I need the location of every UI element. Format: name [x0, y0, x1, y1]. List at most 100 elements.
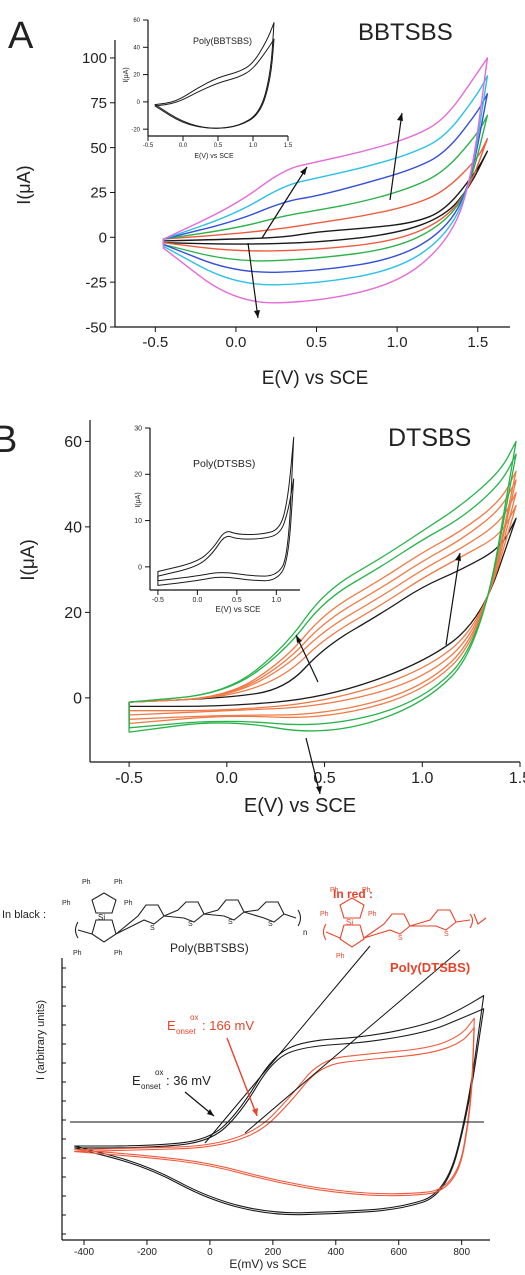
panel-c-x-tick-label: -200: [137, 1247, 157, 1258]
panel-a-x-axis-label: E(V) vs SCE: [262, 368, 369, 389]
panel-c-chart: -400 -200 0 200 400 600 800 I (arbitrary units…: [2, 879, 490, 1271]
panel-b-inset-title: Poly(DTSBS): [193, 458, 255, 470]
panel-a-y-tick-label: 25: [90, 185, 107, 202]
onset-red-sub: onset: [176, 1027, 196, 1036]
panel-b-cv-curve-1: [128, 517, 517, 708]
panel-b-cv-curve-3: [128, 492, 517, 716]
panel-a-inset-y-tick-label: 60: [133, 18, 140, 24]
panel-a-inset-y-tick-label: 20: [133, 73, 140, 79]
panel-b-inset: -0.5 0.0 0.5 1.0 0 10 20 30: [134, 425, 300, 604]
panel-b-plot-area: -0.5 0.0 0.5 1.0 1.5 0 20 40 60: [64, 420, 525, 787]
panel-b-x-tick-label: 0.0: [216, 770, 238, 787]
onset-black-sub: onset: [141, 1082, 161, 1091]
onset-black-e: E: [132, 1073, 141, 1088]
ph-red-3: Ph: [320, 911, 329, 918]
panel-b-inset-x-tick-label: 0.5: [232, 597, 242, 604]
panel-b-inset-x-tick-label: 1.0: [271, 597, 281, 604]
panel-a-inset: -0.5 0.0 0.5 1.0 1.5 -20 0 20 40 60: [131, 18, 293, 149]
panel-a-inset-x-tick-label: -0.5: [143, 143, 154, 149]
polymer-brackets-black: [74, 909, 302, 939]
onset-red-e: E: [167, 1018, 176, 1033]
panel-a-inset-x-tick-label: 1.0: [249, 143, 258, 149]
onset-red-value: : 166 mV: [202, 1018, 254, 1033]
red-silole-bottom-ring: [339, 924, 365, 948]
atom-s-black-2: S: [188, 921, 193, 928]
red-silole-top-ring: [339, 897, 365, 919]
panel-a-arrow-oxidation-low: [261, 166, 308, 239]
panel-a-inset-y-label: I(μA): [123, 67, 130, 82]
panel-b-arrowhead-low-oxidation: [296, 635, 302, 643]
ph-black-6: Ph: [114, 950, 123, 957]
subscript-n: n: [303, 928, 307, 937]
panel-c-cv-curve-3: [74, 1017, 475, 1195]
silole-bottom-ring: [91, 919, 117, 943]
panel-b-cv-curve-7: [128, 440, 517, 733]
panel-a-cv-curve-1: [162, 150, 489, 245]
panel-a-label: A: [8, 15, 34, 57]
panel-a-x-tick-label: 1.0: [387, 334, 408, 351]
panel-a-y-tick-label: -50: [85, 319, 107, 336]
panel-a-inset-y-tick-label: 0: [137, 100, 141, 106]
panel-a-plot-area: -0.5 0.0 0.5 1.0 1.5 -50 -25 0 25 50 75 100: [82, 40, 510, 351]
panel-c-x-tick-label: 800: [453, 1247, 470, 1258]
panel-a-chart: A BBTSBS -0.5 0.0 0.5 1.0 1.5 -50 -25 0 25 50 75 10…: [8, 15, 510, 389]
panel-a-arrowhead-oxidation-low: [300, 167, 307, 175]
panel-b-x-tick-label: 0.5: [313, 770, 335, 787]
ph-red-2: Ph: [362, 887, 371, 894]
atom-s-black-3: S: [228, 919, 233, 926]
panel-a-cv-curve-5: [162, 75, 489, 286]
panel-b-arrowhead-reduction: [316, 786, 322, 794]
panel-b-y-axis-label: I(μA): [18, 539, 39, 581]
panel-b-inset-y-tick-label: 0: [138, 564, 142, 571]
panel-a-y-tick-label: 100: [82, 50, 107, 67]
legend-black-prefix: In black :: [2, 909, 46, 921]
panel-a-y-tick-label: 0: [99, 230, 107, 247]
panel-c-tangent-black: [204, 945, 371, 1144]
panel-c-x-tick-label: 200: [265, 1247, 282, 1258]
panel-b-x-tick-label: -0.5: [115, 770, 143, 787]
panel-b-cv-curve-2: [128, 504, 517, 712]
panel-b-label: B: [0, 419, 17, 461]
poly-bbtsbs-structure: In black : Si Ph Ph Ph Ph Ph Ph S S S S …: [2, 879, 307, 957]
onset-red-pointer: [226, 1037, 258, 1117]
panel-c-cv-curve-4: [74, 1027, 475, 1197]
panel-c-x-tick-label: -400: [74, 1247, 94, 1258]
ph-red-5: Ph: [336, 953, 345, 960]
panel-b-inset-y-tick-label: 10: [134, 518, 142, 525]
panel-b-arrow-reduction: [305, 737, 321, 795]
panel-a-y-tick-label: 50: [90, 140, 107, 157]
panel-a-inset-x-tick-label: 0.5: [214, 143, 223, 149]
panel-a-inset-x-tick-label: 0.0: [179, 143, 188, 149]
panel-c-cv-curve-2: [74, 1008, 485, 1216]
panel-a-inset-title: Poly(BBTSBS): [193, 36, 252, 46]
panel-b-x-axis-label: E(V) vs SCE: [244, 795, 356, 817]
panel-b-chart: B DTSBS -0.5 0.0 0.5 1.0 1.5 0 20 40 60 I(μA) E(…: [0, 419, 525, 817]
atom-s-black-1: S: [150, 925, 155, 932]
atom-s-red-1: S: [398, 935, 403, 942]
panel-b-x-tick-label: 1.0: [411, 770, 433, 787]
ph-black-4: Ph: [124, 900, 133, 907]
ph-black-5: Ph: [73, 950, 82, 957]
onset-black-value: : 36 mV: [166, 1073, 211, 1088]
onset-red-sup: ox: [190, 1013, 198, 1022]
panel-a-x-tick-label: 0.5: [306, 334, 327, 351]
panel-b-cv-curve-5: [128, 470, 517, 725]
panel-b-arrow-high-oxidation: [445, 552, 461, 646]
ph-red-1: Ph: [330, 887, 339, 894]
panel-b-title: DTSBS: [388, 424, 471, 452]
panel-a-arrow-reduction: [247, 242, 259, 319]
onset-black-sup: ox: [155, 1068, 163, 1077]
panel-b-arrow-low-oxidation: [295, 634, 319, 683]
panel-b-cv-curve-6: [128, 453, 517, 729]
panel-c-cv-curve-1: [74, 995, 485, 1214]
legend-red-prefix: In red :: [333, 887, 373, 901]
panel-b-inset-cv-curve-2: [157, 478, 295, 586]
panel-b-arrowhead-high-oxidation: [455, 553, 461, 561]
atom-s-red-2: S: [444, 931, 449, 938]
onset-black-pointer-head: [207, 1109, 214, 1116]
thiophene-chain-red: [325, 909, 487, 939]
panel-b-y-tick-label: 0: [73, 690, 82, 707]
ph-black-2: Ph: [114, 879, 123, 886]
panel-c-y-axis-label: I (arbitrary units): [35, 1000, 47, 1080]
